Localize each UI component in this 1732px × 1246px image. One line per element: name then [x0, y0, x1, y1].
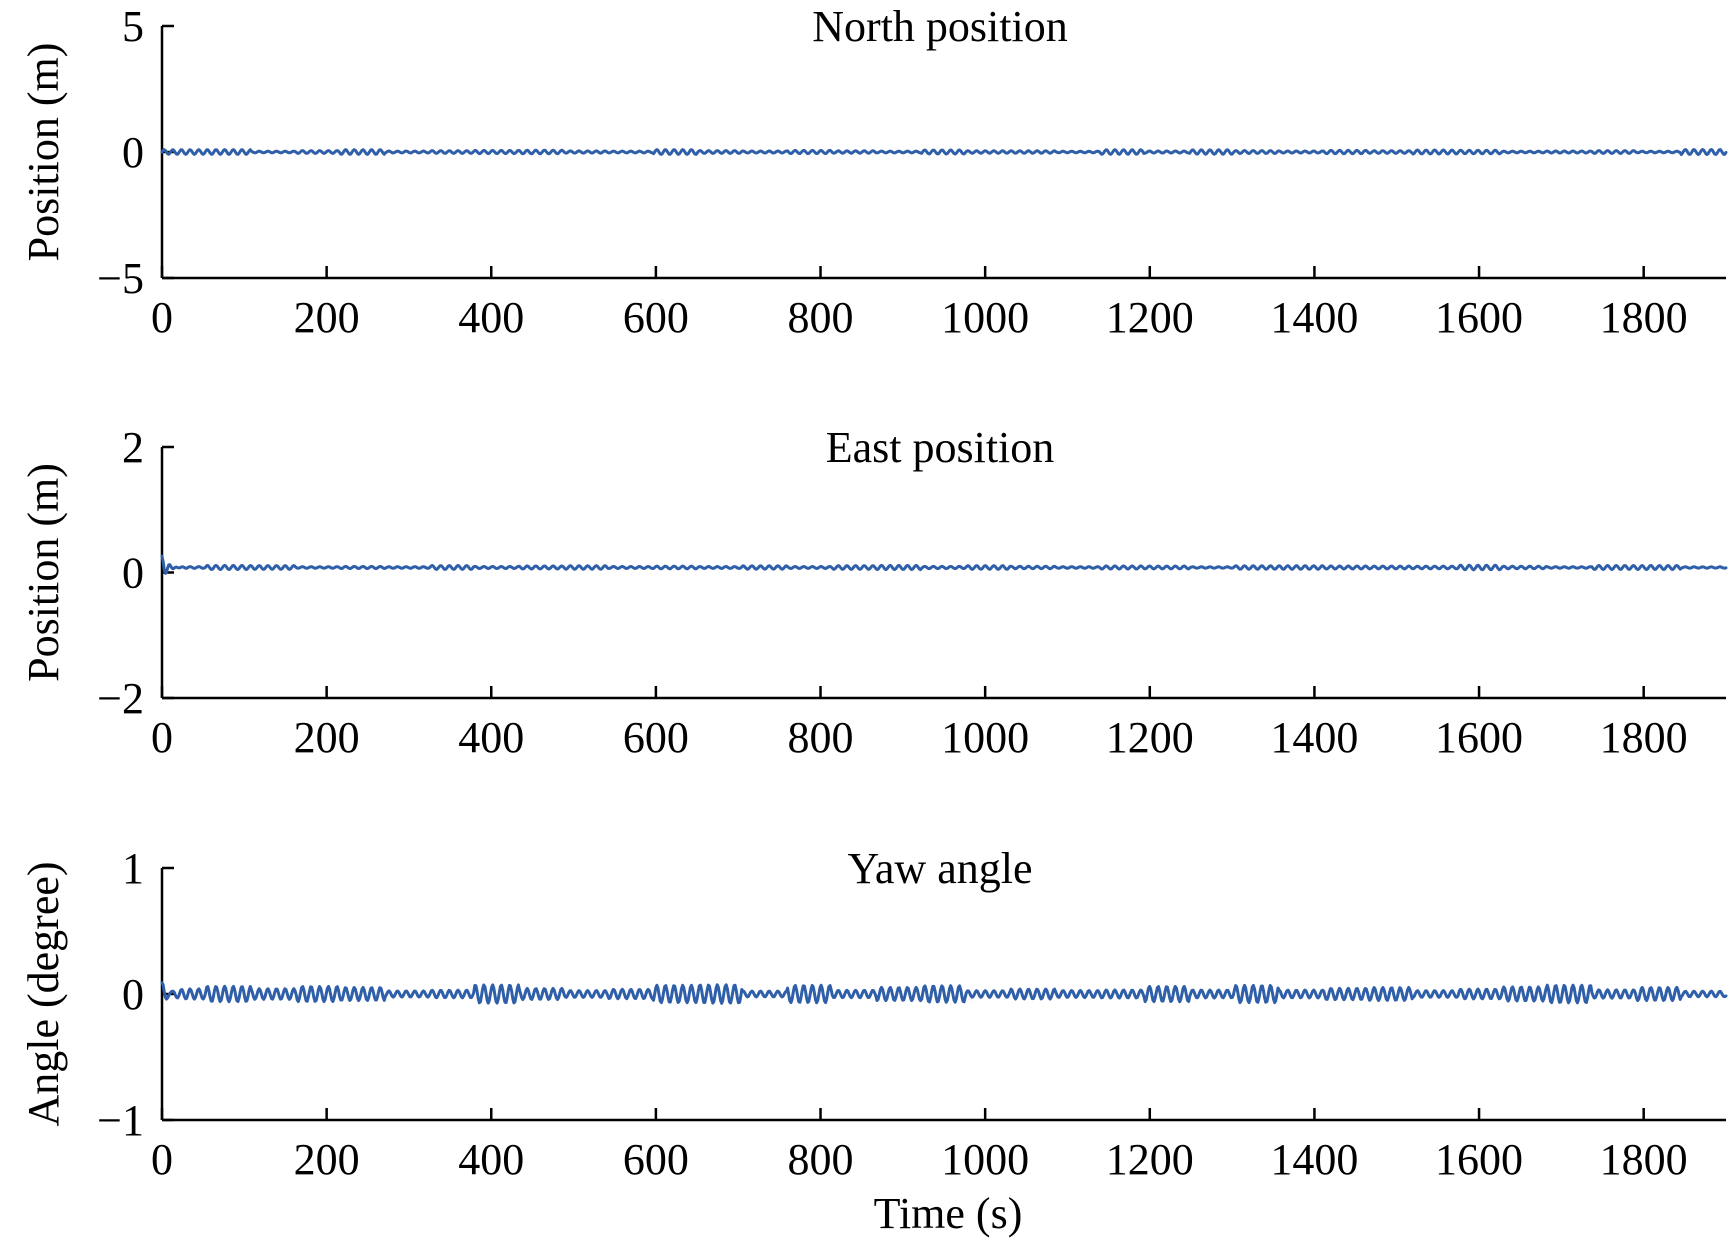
x-tick-label: 1000	[941, 293, 1029, 342]
y-tick-label: 0	[122, 970, 144, 1019]
x-tick-label: 200	[294, 713, 360, 762]
x-tick-label: 600	[623, 293, 689, 342]
x-tick-label: 200	[294, 1135, 360, 1184]
x-tick-label: 400	[458, 293, 524, 342]
x-axis-label: Time (s)	[874, 1189, 1023, 1238]
y-tick-label: 2	[122, 423, 144, 472]
y-tick-label: −2	[97, 674, 144, 723]
y-tick-label: 0	[122, 549, 144, 598]
x-tick-label: 0	[151, 713, 173, 762]
series-line	[160, 981, 1728, 1005]
y-tick-label: 5	[122, 2, 144, 51]
y-tick-label: 0	[122, 128, 144, 177]
x-tick-label: 1600	[1435, 293, 1523, 342]
x-tick-label: 800	[788, 713, 854, 762]
y-tick-label: −1	[97, 1096, 144, 1145]
x-tick-label: 1200	[1106, 713, 1194, 762]
x-tick-label: 1600	[1435, 1135, 1523, 1184]
y-axis-label: Angle (degree)	[19, 861, 68, 1126]
panel-north-position: 0 200 400 600 800 1000 1200 1400 1600 1800−505 Nor…	[19, 2, 1728, 342]
panel-yaw-angle: 0 200 400 600 800 1000 1200 1400 1600 1800−101 Yaw…	[19, 844, 1728, 1238]
panel-east-position: 0 200 400 600 800 1000 1200 1400 1600 1800−202 Eas…	[19, 423, 1728, 762]
panel-title: East position	[826, 423, 1055, 472]
series-line	[160, 148, 1728, 156]
x-tick-label: 400	[458, 713, 524, 762]
panel-title: Yaw angle	[848, 844, 1033, 893]
y-axis-label: Position (m)	[19, 463, 68, 682]
x-tick-label: 400	[458, 1135, 524, 1184]
x-tick-label: 1600	[1435, 713, 1523, 762]
x-tick-label: 1400	[1270, 293, 1358, 342]
series-line	[160, 554, 1728, 575]
x-tick-label: 1200	[1106, 1135, 1194, 1184]
x-tick-label: 0	[151, 1135, 173, 1184]
x-tick-label: 800	[788, 293, 854, 342]
y-tick-label: 1	[122, 844, 144, 893]
x-tick-label: 1800	[1600, 293, 1688, 342]
x-tick-label: 1800	[1600, 713, 1688, 762]
x-tick-label: 1000	[941, 713, 1029, 762]
y-axis-label: Position (m)	[19, 43, 68, 262]
panel-title: North position	[812, 2, 1067, 51]
y-tick-label: −5	[97, 254, 144, 303]
x-tick-label: 600	[623, 713, 689, 762]
x-tick-label: 200	[294, 293, 360, 342]
x-tick-label: 1800	[1600, 1135, 1688, 1184]
x-tick-label: 600	[623, 1135, 689, 1184]
x-tick-label: 1400	[1270, 1135, 1358, 1184]
x-tick-label: 1000	[941, 1135, 1029, 1184]
x-tick-label: 1400	[1270, 713, 1358, 762]
x-tick-label: 1200	[1106, 293, 1194, 342]
x-tick-label: 800	[788, 1135, 854, 1184]
x-tick-label: 0	[151, 293, 173, 342]
